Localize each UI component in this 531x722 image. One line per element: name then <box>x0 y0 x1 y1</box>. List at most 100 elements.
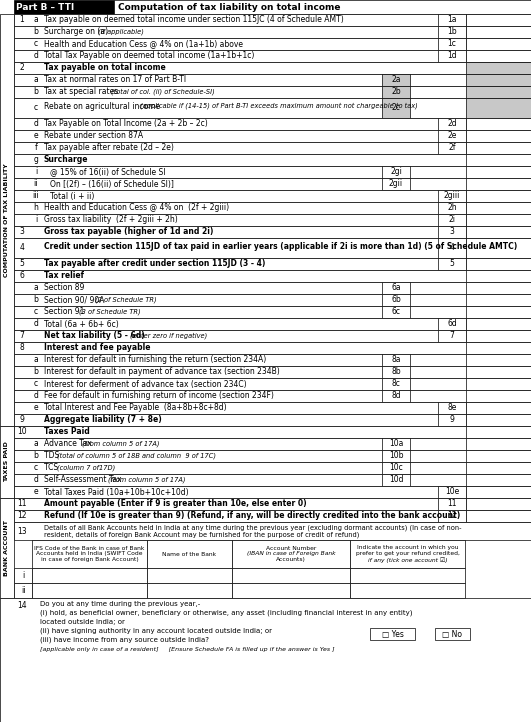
Bar <box>350 583 465 598</box>
Text: Tax payable on total income: Tax payable on total income <box>44 64 166 72</box>
Text: h: h <box>33 204 38 212</box>
Bar <box>438 414 466 426</box>
Text: Total Tax Payable on deemed total income (1a+1b+1c): Total Tax Payable on deemed total income… <box>44 51 254 61</box>
Bar <box>32 568 147 583</box>
Text: b: b <box>33 451 38 461</box>
Text: Self-Assessment Tax: Self-Assessment Tax <box>44 476 124 484</box>
Text: b: b <box>33 367 38 376</box>
Bar <box>14 294 531 306</box>
Bar <box>466 450 531 462</box>
Bar <box>14 74 531 86</box>
Bar <box>370 628 415 640</box>
Bar <box>14 583 32 598</box>
Bar <box>14 214 531 226</box>
Bar <box>147 540 232 568</box>
Bar <box>14 474 531 486</box>
Bar <box>382 74 410 86</box>
Text: 9: 9 <box>450 415 455 425</box>
Bar <box>466 38 531 50</box>
Text: Tax at normal rates on 17 of Part B-TI: Tax at normal rates on 17 of Part B-TI <box>44 76 186 84</box>
Bar <box>466 330 531 342</box>
Text: 2gii: 2gii <box>389 180 403 188</box>
Bar <box>466 130 531 142</box>
Bar <box>32 583 147 598</box>
Text: (iii) have income from any source outside India?: (iii) have income from any source outsid… <box>40 637 209 643</box>
Text: 3: 3 <box>20 227 24 237</box>
Text: (total of column 5 of 18B and column  9 of 17C): (total of column 5 of 18B and column 9 o… <box>57 453 216 459</box>
Text: in case of foreign Bank Account): in case of foreign Bank Account) <box>41 557 139 562</box>
Bar <box>466 166 531 178</box>
Bar <box>14 462 531 474</box>
Bar <box>466 438 531 450</box>
Text: TCS: TCS <box>44 464 61 472</box>
Text: if any (tick one account ☑): if any (tick one account ☑) <box>367 557 447 562</box>
Text: 2a: 2a <box>391 76 401 84</box>
Text: Gross tax payable (higher of 1d and 2i): Gross tax payable (higher of 1d and 2i) <box>44 227 213 237</box>
Bar <box>14 498 531 510</box>
Bar <box>466 86 531 98</box>
Text: i: i <box>22 571 24 580</box>
Bar <box>14 354 531 366</box>
Text: Rebate on agricultural income: Rebate on agricultural income <box>44 102 162 111</box>
Text: b: b <box>33 295 38 305</box>
Text: e: e <box>33 131 38 141</box>
Bar <box>438 26 466 38</box>
Text: located outside India; or: located outside India; or <box>40 619 125 625</box>
Text: Computation of tax liability on total income: Computation of tax liability on total in… <box>118 2 340 12</box>
Bar <box>14 62 531 74</box>
Bar <box>466 402 531 414</box>
Text: c: c <box>34 464 38 472</box>
Text: 2d: 2d <box>447 120 457 129</box>
Bar <box>438 318 466 330</box>
Bar <box>438 226 466 238</box>
Text: Indicate the account in which you: Indicate the account in which you <box>357 546 458 550</box>
Bar <box>438 50 466 62</box>
Bar <box>382 462 410 474</box>
Text: f: f <box>35 144 37 152</box>
Text: Tax relief: Tax relief <box>44 271 84 281</box>
Text: 2f: 2f <box>448 144 456 152</box>
Text: 4: 4 <box>450 243 455 253</box>
Text: Advance Tax: Advance Tax <box>44 440 94 448</box>
Text: Do you at any time during the previous year,-: Do you at any time during the previous y… <box>40 601 200 607</box>
Text: Account Number: Account Number <box>266 546 316 550</box>
Bar <box>466 486 531 498</box>
Text: Total Interest and Fee Payable  (8a+8b+8c+8d): Total Interest and Fee Payable (8a+8b+8c… <box>44 404 227 412</box>
Text: 12: 12 <box>17 511 27 521</box>
Bar <box>382 390 410 402</box>
Text: (IBAN in case of Foreign Bank: (IBAN in case of Foreign Bank <box>247 552 335 557</box>
Bar <box>438 130 466 142</box>
Bar <box>232 540 350 568</box>
Bar <box>14 226 531 238</box>
Text: 8b: 8b <box>391 367 401 376</box>
Bar <box>14 438 531 450</box>
Text: Fee for default in furnishing return of income (section 234F): Fee for default in furnishing return of … <box>44 391 274 401</box>
Text: 2i: 2i <box>449 215 456 225</box>
Bar <box>147 568 232 583</box>
Bar <box>14 568 32 583</box>
Text: i: i <box>35 215 37 225</box>
Text: Tax payable after credit under section 115JD (3 - 4): Tax payable after credit under section 1… <box>44 259 266 269</box>
Text: Tax Payable on Total Income (2a + 2b – 2c): Tax Payable on Total Income (2a + 2b – 2… <box>44 120 208 129</box>
Text: 2giii: 2giii <box>444 191 460 201</box>
Bar <box>32 540 147 568</box>
Bar <box>438 510 466 522</box>
Bar <box>466 238 531 258</box>
Text: c: c <box>34 40 38 48</box>
Text: Refund (If 10e is greater than 9) (Refund, if any, will be directly credited int: Refund (If 10e is greater than 9) (Refun… <box>44 511 460 521</box>
Text: i: i <box>35 168 37 176</box>
Text: Tax payable on deemed total income under section 115JC (4 of Schedule AMT): Tax payable on deemed total income under… <box>44 15 344 25</box>
Bar <box>438 330 466 342</box>
Bar <box>14 402 531 414</box>
Text: 10b: 10b <box>389 451 403 461</box>
Bar <box>466 270 531 282</box>
Bar <box>114 0 531 14</box>
Text: Amount payable (Enter if 9 is greater than 10e, else enter 0): Amount payable (Enter if 9 is greater th… <box>44 500 306 508</box>
Bar <box>382 366 410 378</box>
Text: Tax payable after rebate (2d – 2e): Tax payable after rebate (2d – 2e) <box>44 144 174 152</box>
Bar <box>0 498 14 598</box>
Bar <box>438 202 466 214</box>
Text: d: d <box>33 51 38 61</box>
Text: 2c: 2c <box>391 103 400 113</box>
Text: (enter zero if negative): (enter zero if negative) <box>131 333 208 339</box>
